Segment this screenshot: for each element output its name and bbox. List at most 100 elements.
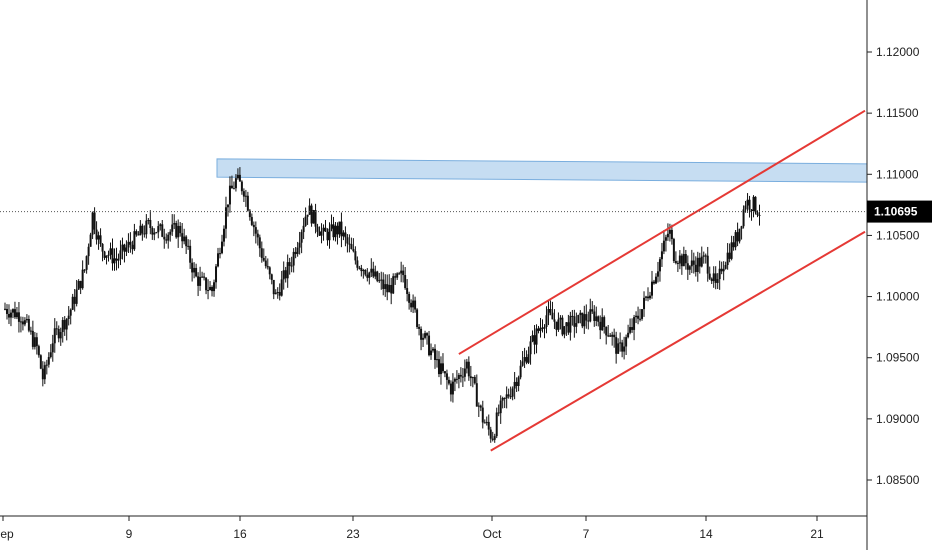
candle-body (320, 230, 323, 236)
candle-body (109, 248, 112, 255)
candle-body (591, 309, 594, 312)
candle-body (388, 284, 391, 293)
candle-body (246, 195, 249, 211)
candle-body (525, 357, 528, 363)
candle-body (258, 237, 261, 249)
candle-body (85, 256, 88, 270)
candle-body (396, 273, 399, 278)
candle-body (350, 244, 353, 250)
candle-body (503, 397, 506, 399)
candle-body (374, 271, 377, 277)
candle-body (93, 212, 96, 230)
candle-body (738, 228, 741, 242)
candle-body (722, 268, 725, 272)
candle-body (159, 224, 162, 227)
candle-body (451, 381, 454, 395)
candle-body (443, 371, 446, 374)
candle-body (338, 221, 341, 235)
candle-body (149, 219, 152, 228)
candle-body (59, 332, 62, 339)
candle-body (400, 270, 403, 274)
candle-body (292, 251, 295, 266)
candle-body (179, 225, 182, 234)
candle-body (165, 239, 168, 241)
candle-body (531, 335, 534, 342)
candle-body (461, 376, 464, 378)
candle-body (13, 309, 16, 318)
candle-body (123, 244, 126, 252)
candle-body (226, 204, 229, 208)
candle-body (37, 346, 40, 356)
candle-body (153, 232, 156, 235)
candle-body (284, 270, 287, 279)
candle-body (742, 209, 745, 227)
candle-body (633, 317, 636, 330)
y-tick-label: 1.08500 (876, 473, 920, 487)
candle-body (465, 361, 468, 369)
candle-body (21, 321, 24, 325)
candle-body (493, 436, 496, 440)
candle-body (330, 224, 333, 229)
candle-body (706, 255, 709, 274)
candle-body (404, 275, 407, 289)
candle-body (185, 236, 188, 247)
candle-body (230, 185, 233, 189)
candle-body (201, 276, 204, 278)
candle-body (87, 246, 90, 257)
candle-body (457, 374, 460, 380)
candle-body (553, 319, 556, 322)
candle-body (430, 350, 433, 356)
candle-body (254, 227, 257, 234)
candle-body (250, 217, 253, 225)
candle-body (197, 276, 200, 286)
candle-body (619, 342, 622, 344)
x-tick-label: 21 (810, 527, 824, 541)
current-price-tag-background (867, 200, 932, 223)
candle-body (629, 327, 632, 333)
candle-body (617, 343, 620, 354)
candle-body (181, 233, 184, 242)
candle-body (479, 405, 482, 408)
candle-body (453, 378, 456, 382)
candle-body (133, 231, 136, 250)
candle-body (145, 220, 148, 235)
candle-body (441, 363, 444, 372)
candle-body (692, 260, 695, 265)
candle-body (77, 280, 80, 290)
candle-body (408, 293, 411, 303)
candle-body (29, 330, 32, 332)
candle-body (491, 438, 494, 440)
candle-body (688, 266, 691, 270)
candle-body (758, 214, 761, 216)
candle-body (625, 337, 628, 347)
candle-body (89, 234, 92, 247)
candle-body (322, 227, 325, 231)
candle-body (422, 337, 425, 340)
candle-body (302, 225, 305, 233)
candle-body (607, 335, 610, 337)
candle-body (664, 237, 667, 241)
candle-body (547, 308, 550, 316)
candle-body (27, 318, 30, 331)
candle-body (712, 273, 715, 282)
x-axis-ticks: Sep 9 16 23 Oct 7 14 21 (0, 516, 824, 541)
candle-body (495, 412, 498, 437)
candle-body (334, 225, 337, 238)
candle-body (344, 232, 347, 238)
candle-body (445, 373, 448, 380)
channel-lower-line (490, 230, 866, 452)
candle-body (189, 245, 192, 263)
candle-body (55, 328, 58, 330)
candle-body (151, 227, 154, 235)
x-tick-label: 9 (126, 527, 133, 541)
candle-body (193, 267, 196, 273)
candle-body (704, 255, 707, 257)
candle-body (143, 233, 146, 235)
candle-body (169, 231, 172, 235)
candle-body (609, 335, 612, 337)
candle-body (696, 257, 699, 272)
candle-body (63, 320, 66, 330)
candle-body (336, 225, 339, 235)
candle-body (105, 255, 108, 258)
candle-body (678, 255, 681, 264)
